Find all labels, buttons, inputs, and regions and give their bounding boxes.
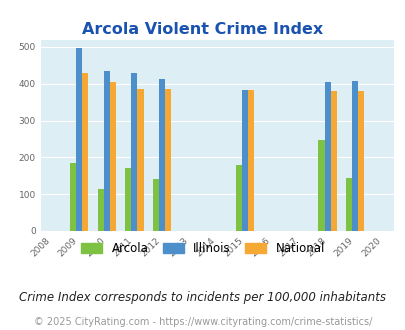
Bar <box>159 79 165 231</box>
Bar <box>110 82 116 231</box>
Bar <box>76 48 82 231</box>
Bar <box>330 91 336 231</box>
Text: Crime Index corresponds to incidents per 100,000 inhabitants: Crime Index corresponds to incidents per… <box>19 290 386 304</box>
Legend: Arcola, Illinois, National: Arcola, Illinois, National <box>76 237 329 260</box>
Text: Arcola Violent Crime Index: Arcola Violent Crime Index <box>82 22 323 37</box>
Bar <box>137 88 143 231</box>
Bar <box>98 189 104 231</box>
Bar <box>125 168 131 231</box>
Bar <box>324 82 330 231</box>
Bar <box>104 71 110 231</box>
Bar <box>241 90 247 231</box>
Bar <box>351 81 357 231</box>
Bar <box>357 91 363 231</box>
Bar <box>70 163 76 231</box>
Bar <box>153 179 159 231</box>
Bar <box>165 88 171 231</box>
Bar <box>235 165 241 231</box>
Bar <box>318 140 324 231</box>
Bar <box>345 178 351 231</box>
Bar <box>131 74 137 231</box>
Text: © 2025 CityRating.com - https://www.cityrating.com/crime-statistics/: © 2025 CityRating.com - https://www.city… <box>34 317 371 327</box>
Bar <box>247 90 253 231</box>
Bar <box>82 73 88 231</box>
